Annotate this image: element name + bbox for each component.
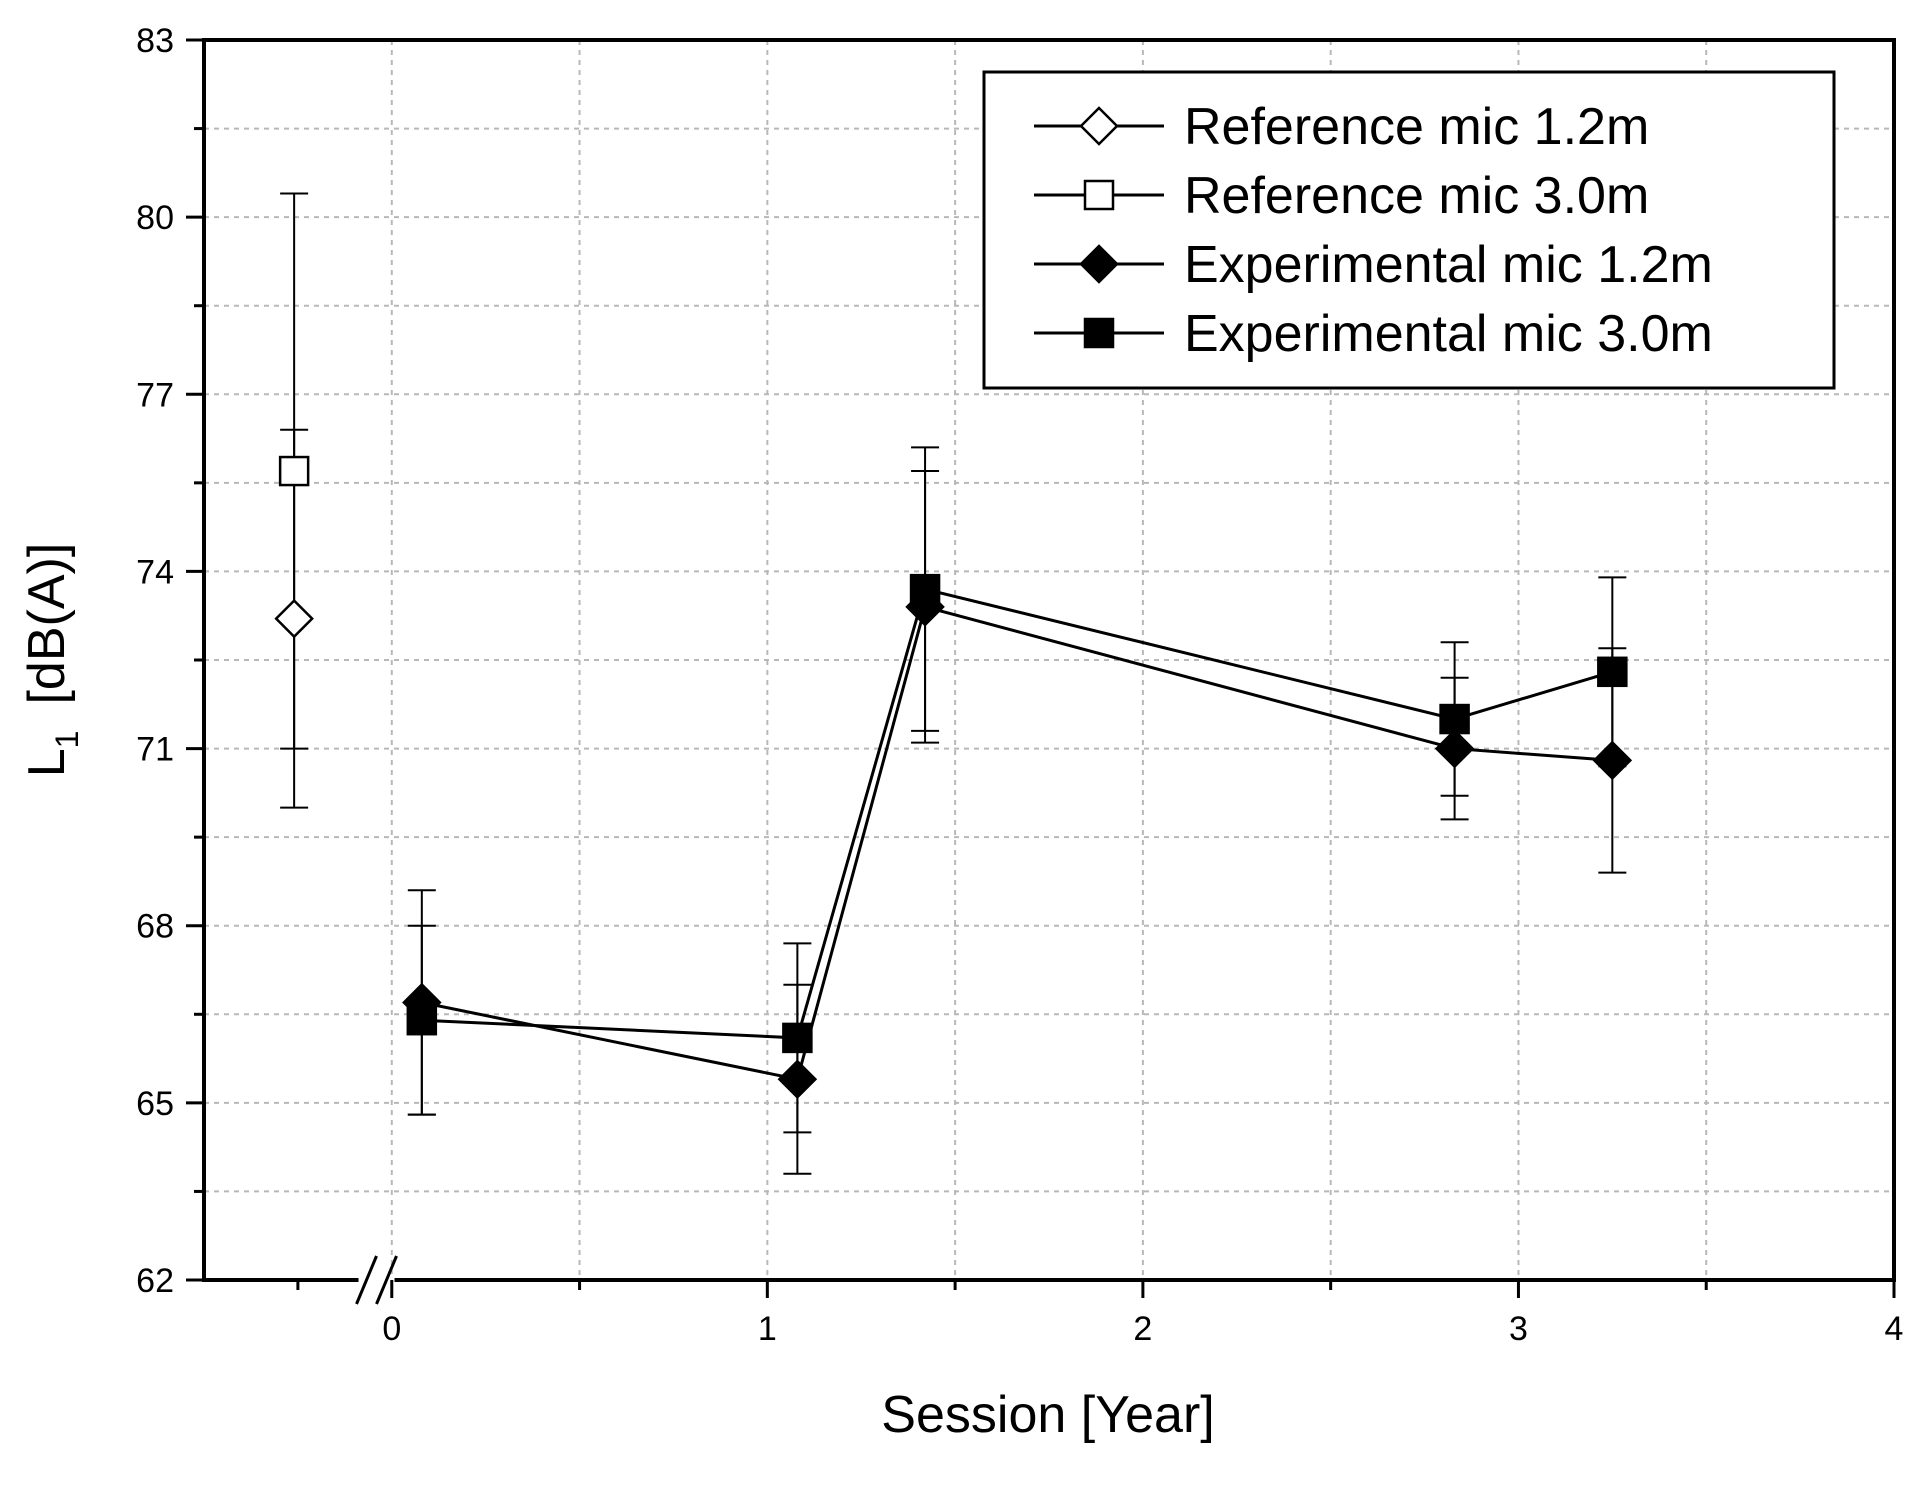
y-tick-label: 71 (136, 731, 174, 769)
marker-diamond (777, 1059, 818, 1100)
marker-diamond (1079, 106, 1119, 146)
legend-label: Experimental mic 1.2m (1184, 236, 1713, 294)
y-axis-title-subscript: 1 (49, 731, 85, 749)
marker-square (406, 1004, 438, 1036)
y-tick-label: 83 (136, 22, 174, 60)
axis-ticks: 62 65 68 71 74 77 80 83 0 1 2 3 4 (136, 22, 1903, 1348)
marker-square (278, 455, 310, 487)
legend-label: Reference mic 3.0m (1184, 167, 1649, 225)
y-tick-label: 62 (136, 1262, 174, 1300)
x-tick-label: 3 (1509, 1310, 1528, 1348)
grid-lines (204, 40, 1894, 1280)
legend-label: Experimental mic 3.0m (1184, 305, 1713, 363)
marker-diamond (1592, 740, 1633, 781)
y-axis-title-symbol: L (18, 748, 76, 777)
y-tick-label: 65 (136, 1085, 174, 1123)
legend: Reference mic 1.2m Reference mic 3.0m Expe… (982, 70, 1836, 390)
y-axis-title: L1 [dB(A)] (18, 543, 85, 778)
y-tick-label: 68 (136, 908, 174, 946)
x-tick-label: 1 (758, 1310, 777, 1348)
marker-square (1439, 703, 1470, 735)
axis-break-mark (355, 1255, 378, 1305)
marker-square (1083, 179, 1115, 211)
marker-diamond (274, 598, 314, 639)
marker-square (909, 573, 941, 605)
marker-square (1597, 656, 1628, 688)
x-tick-label: 4 (1885, 1310, 1904, 1348)
marker-square (1083, 317, 1115, 349)
marker-square (782, 1022, 813, 1054)
y-tick-label: 77 (136, 376, 174, 414)
x-tick-label: 2 (1133, 1310, 1152, 1348)
x-axis-title: Session [Year] (881, 1386, 1214, 1444)
x-tick-label: 0 (382, 1310, 401, 1348)
series-lines (421, 587, 1613, 1081)
y-tick-label: 80 (136, 199, 174, 237)
legend-label: Reference mic 1.2m (1184, 98, 1649, 156)
series-line (421, 587, 1613, 1040)
marker-diamond (1434, 728, 1475, 769)
series-line (421, 605, 1613, 1081)
data-markers (274, 455, 1633, 1100)
y-tick-label: 74 (136, 553, 174, 591)
axis-break-mark (375, 1255, 398, 1305)
y-axis-title-unit: [dB(A)] (18, 543, 76, 705)
marker-diamond (1079, 244, 1119, 284)
